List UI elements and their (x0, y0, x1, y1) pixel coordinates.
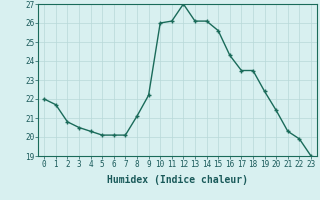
X-axis label: Humidex (Indice chaleur): Humidex (Indice chaleur) (107, 175, 248, 185)
